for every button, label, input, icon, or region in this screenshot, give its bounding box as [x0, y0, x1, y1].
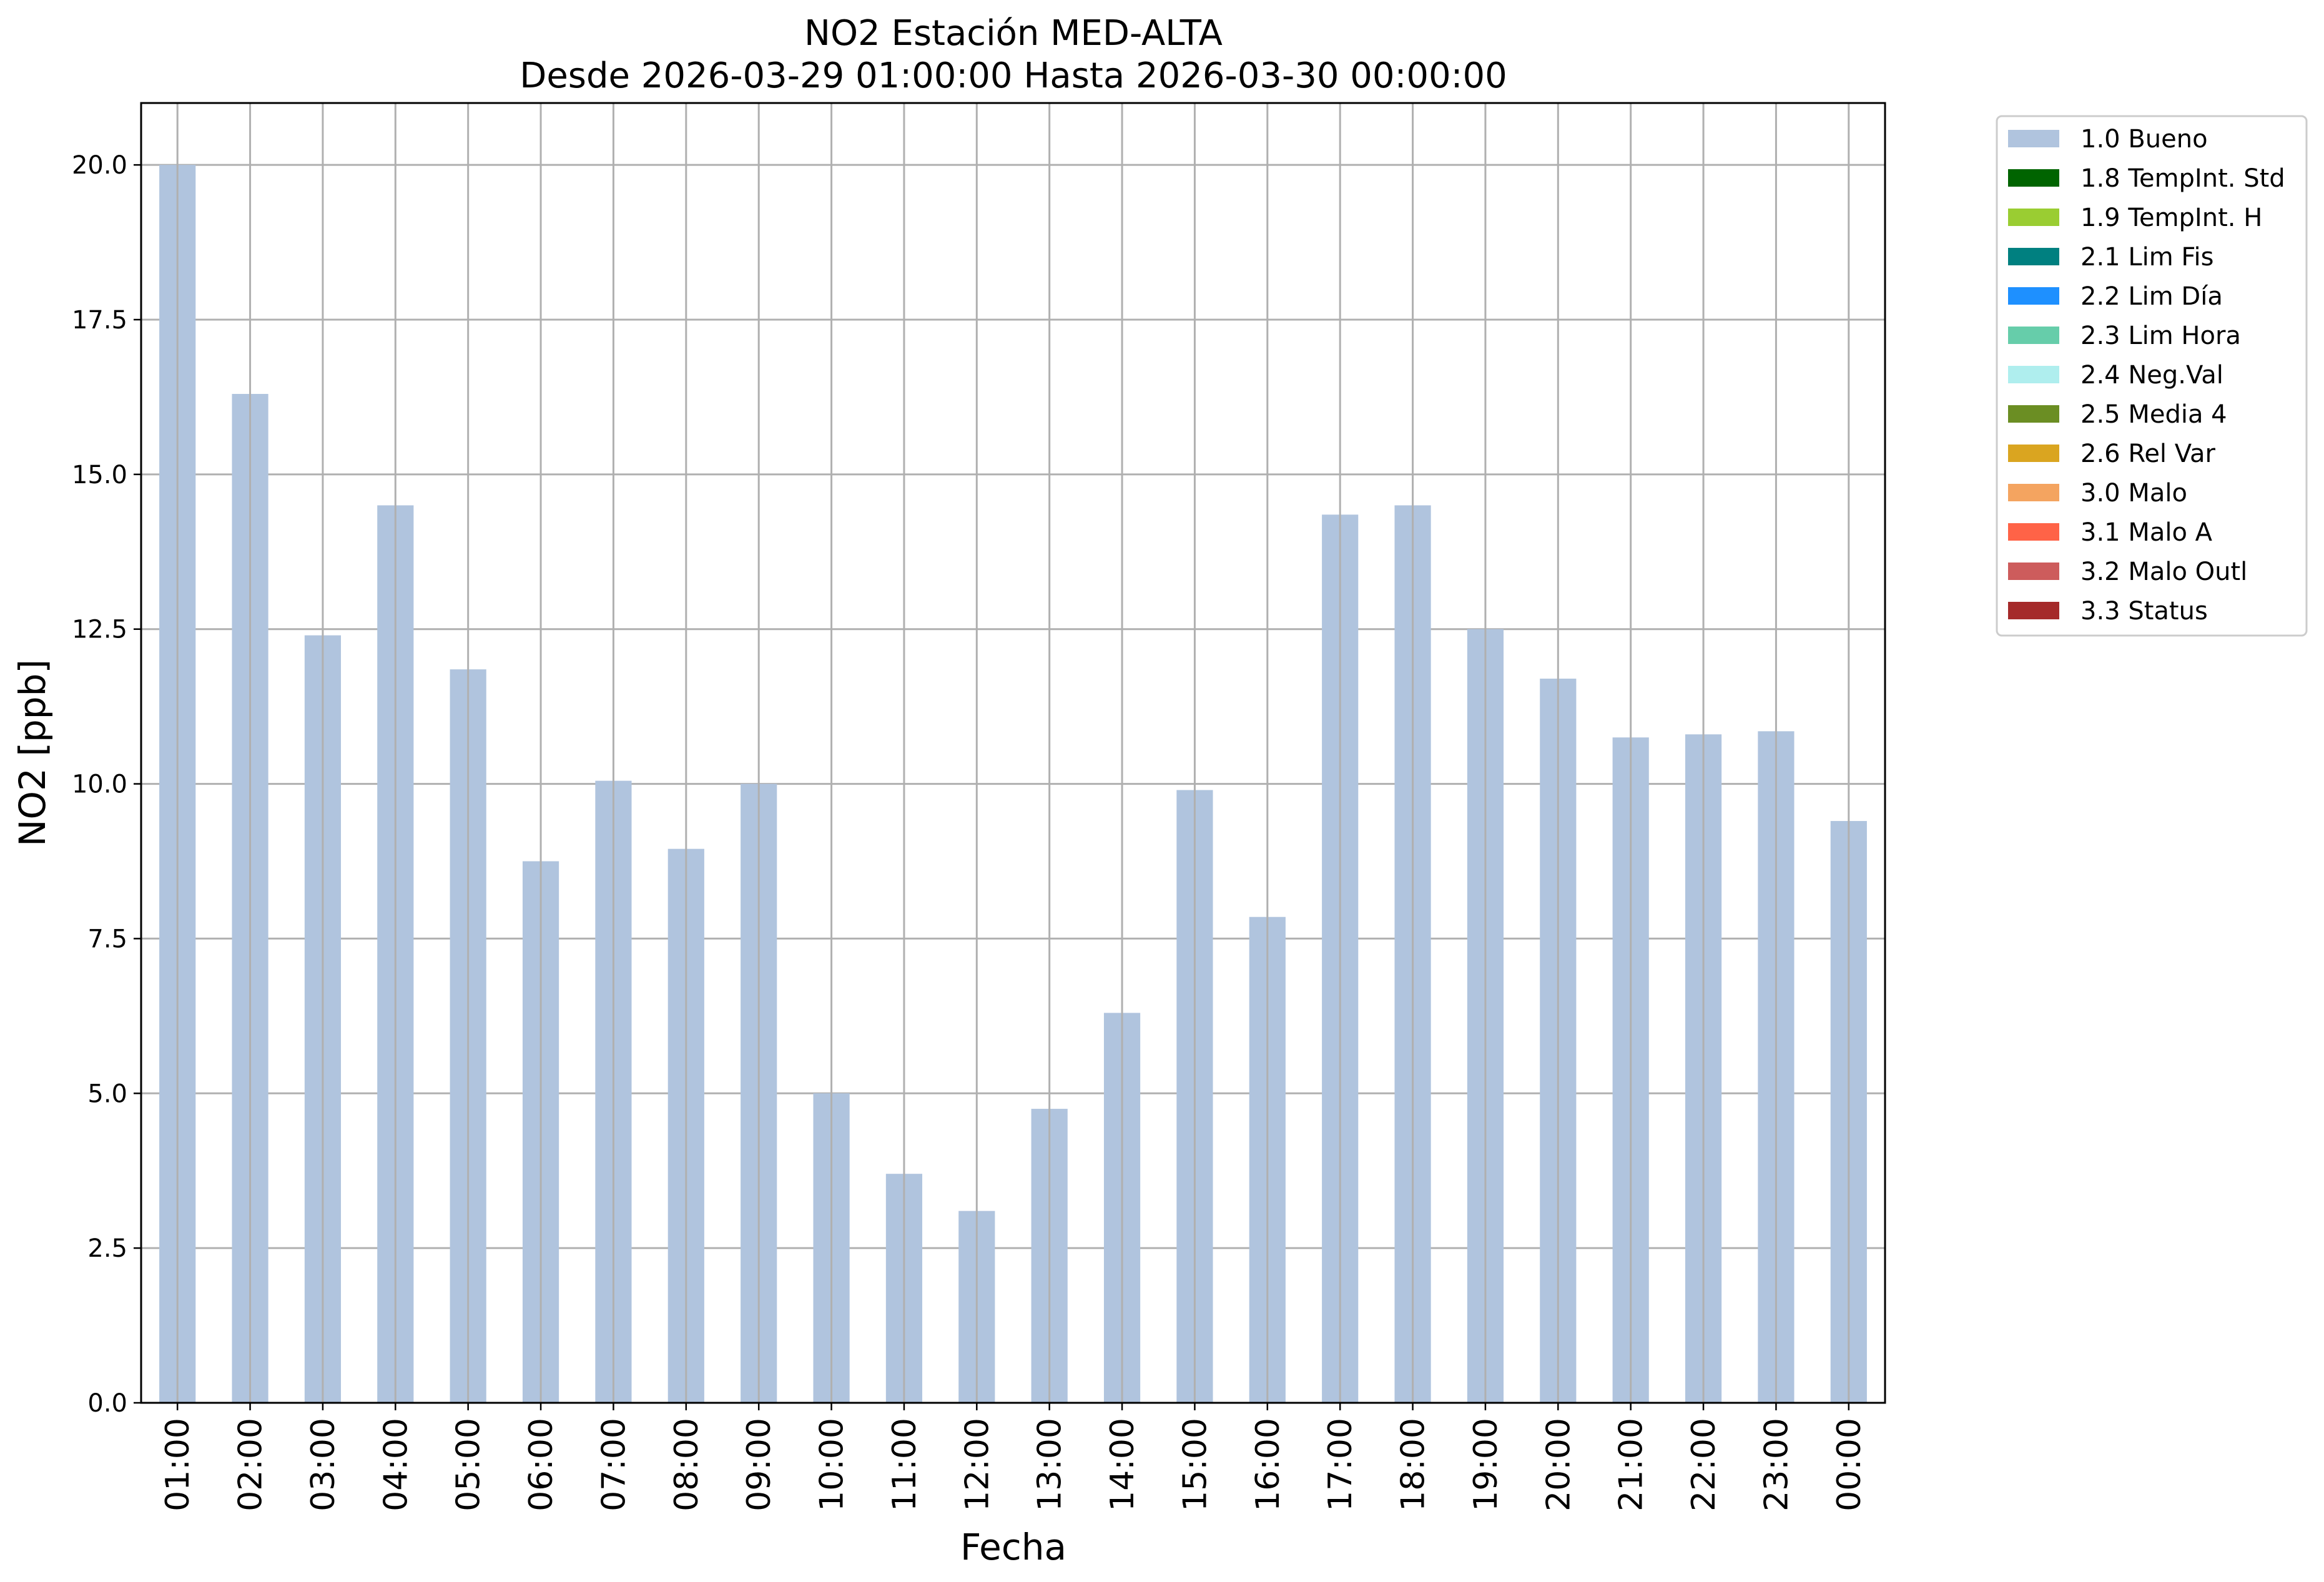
legend-swatch	[2008, 602, 2059, 619]
y-axis-label: NO2 [ppb]	[11, 659, 54, 847]
x-tick-label: 18:00	[1395, 1418, 1432, 1511]
y-tick-label: 15.0	[72, 461, 127, 489]
legend-swatch	[2008, 523, 2059, 541]
vertical-grid	[176, 103, 1850, 1403]
y-tick-label: 7.5	[87, 925, 127, 953]
x-tick-label: 13:00	[1032, 1418, 1069, 1511]
x-tick-label: 09:00	[741, 1418, 778, 1511]
x-tick-label: 15:00	[1176, 1418, 1214, 1511]
legend-swatch	[2008, 405, 2059, 423]
x-tick-label: 17:00	[1322, 1418, 1359, 1511]
x-tick-label: 10:00	[814, 1418, 851, 1511]
chart-title: NO2 Estación MED-ALTA	[804, 13, 1223, 54]
legend-label: 3.3 Status	[2080, 597, 2208, 626]
legend-label: 2.3 Lim Hora	[2080, 322, 2241, 350]
legend-swatch	[2008, 130, 2059, 147]
x-tick-label: 01:00	[159, 1418, 197, 1511]
legend-swatch	[2008, 484, 2059, 501]
legend-label: 1.8 TempInt. Std	[2080, 164, 2285, 193]
y-tick-label: 17.5	[72, 306, 127, 335]
legend-frame	[1996, 115, 2308, 637]
y-tick-label: 10.0	[72, 770, 127, 799]
legend-swatch	[2008, 327, 2059, 344]
x-tick-label: 03:00	[305, 1418, 342, 1511]
x-ticks: 01:00 02:00 03:00 04:00 05:00 06:00 07:00 08:00…	[159, 1403, 1868, 1511]
x-tick-label: 14:00	[1104, 1418, 1141, 1511]
legend-swatch	[2008, 287, 2059, 305]
x-tick-label: 06:00	[523, 1418, 560, 1511]
legend-swatch	[2008, 169, 2059, 187]
y-tick-label: 12.5	[72, 616, 127, 644]
legend: 1.0 Bueno 1.8 TempInt. Std 1.9 TempInt. H 2…	[1996, 115, 2308, 637]
legend-label: 1.0 Bueno	[2080, 125, 2208, 154]
grid	[141, 164, 1885, 1404]
y-tick-label: 0.0	[87, 1389, 127, 1418]
x-tick-label: 07:00	[595, 1418, 633, 1511]
x-tick-label: 19:00	[1467, 1418, 1505, 1511]
x-tick-label: 22:00	[1685, 1418, 1723, 1511]
x-tick-label: 08:00	[668, 1418, 706, 1511]
axes-frame	[140, 102, 1886, 1404]
x-axis-label: Fecha	[960, 1526, 1066, 1568]
x-tick-label: 11:00	[886, 1418, 923, 1511]
legend-label: 3.2 Malo Outl	[2080, 558, 2247, 586]
legend-swatch	[2008, 366, 2059, 383]
x-tick-label: 20:00	[1540, 1418, 1577, 1511]
x-tick-label: 04:00	[377, 1418, 415, 1511]
legend-label: 2.6 Rel Var	[2080, 440, 2216, 468]
legend-label: 3.0 Malo	[2080, 479, 2187, 508]
x-tick-label: 12:00	[958, 1418, 996, 1511]
legend-label: 2.4 Neg.Val	[2080, 361, 2223, 390]
chart-subtitle: Desde 2026-03-29 01:00:00 Hasta 2026-03-…	[519, 56, 1507, 96]
legend-swatch	[2008, 209, 2059, 226]
x-tick-label: 21:00	[1613, 1418, 1650, 1511]
legend-label: 2.1 Lim Fis	[2080, 243, 2213, 272]
x-tick-label: 00:00	[1831, 1418, 1868, 1511]
legend-items: 1.0 Bueno 1.8 TempInt. Std 1.9 TempInt. H 2…	[2008, 125, 2285, 626]
x-tick-label: 16:00	[1249, 1418, 1287, 1511]
x-tick-label: 23:00	[1758, 1418, 1795, 1511]
y-tick-label: 2.5	[87, 1234, 127, 1263]
x-tick-label: 02:00	[232, 1418, 270, 1511]
y-tick-label: 20.0	[72, 151, 127, 180]
legend-label: 2.5 Media 4	[2080, 400, 2227, 429]
legend-swatch	[2008, 563, 2059, 580]
legend-label: 3.1 Malo A	[2080, 518, 2213, 547]
legend-swatch	[2008, 248, 2059, 265]
x-tick-label: 05:00	[450, 1418, 488, 1511]
legend-label: 1.9 TempInt. H	[2080, 204, 2262, 232]
y-tick-label: 5.0	[87, 1079, 127, 1108]
legend-swatch	[2008, 445, 2059, 462]
legend-label: 2.2 Lim Día	[2080, 282, 2223, 311]
y-ticks: 0.0 2.5 5.0 7.5 10.0 12.5 15.0 17.5 20.0	[72, 151, 141, 1418]
